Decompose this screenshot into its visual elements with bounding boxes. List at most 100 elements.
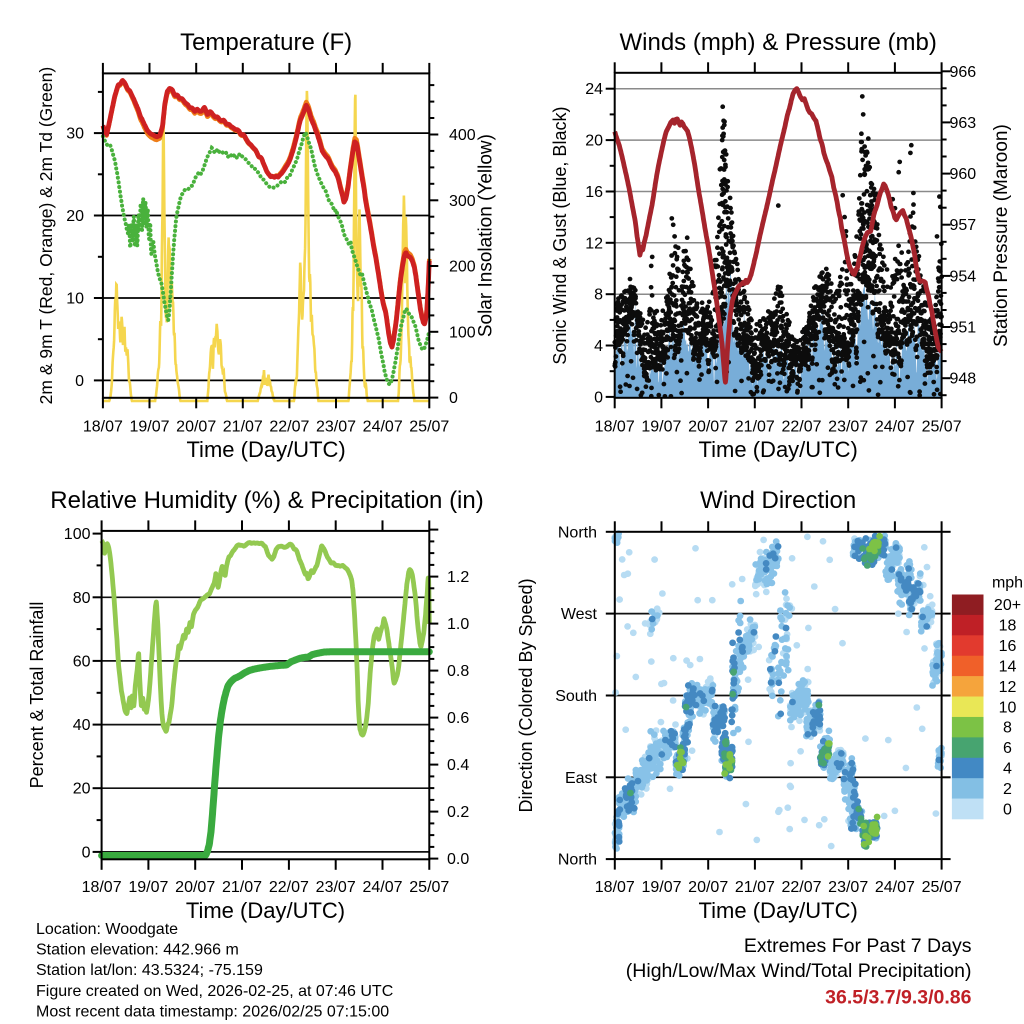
svg-text:19/07: 19/07 [641, 879, 681, 896]
svg-text:8: 8 [594, 287, 603, 304]
svg-text:18: 18 [999, 618, 1017, 635]
svg-text:16: 16 [585, 184, 603, 201]
svg-text:Figure created on Wed, 2026-02: Figure created on Wed, 2026-02-25, at 07… [36, 983, 393, 1000]
svg-text:Solar Insolation (Yellow): Solar Insolation (Yellow) [476, 134, 497, 337]
svg-text:0.0: 0.0 [447, 851, 469, 868]
svg-text:25/07: 25/07 [409, 419, 449, 436]
svg-text:6: 6 [1003, 740, 1012, 757]
svg-text:20+: 20+ [994, 597, 1021, 614]
svg-text:Time (Day/UTC): Time (Day/UTC) [699, 437, 858, 462]
svg-text:Sonic Wind & Gust (Blue, Black: Sonic Wind & Gust (Blue, Black) [550, 107, 570, 365]
svg-text:0: 0 [82, 844, 91, 861]
svg-text:23/07: 23/07 [316, 419, 356, 436]
svg-text:100: 100 [449, 324, 476, 341]
svg-text:0: 0 [75, 373, 84, 390]
svg-text:22/07: 22/07 [781, 879, 821, 896]
svg-text:23/07: 23/07 [828, 419, 868, 436]
svg-text:North: North [558, 852, 597, 869]
svg-text:21/07: 21/07 [222, 879, 262, 896]
svg-text:Direction (Colored By Speed): Direction (Colored By Speed) [516, 578, 536, 812]
svg-text:25/07: 25/07 [409, 879, 449, 896]
svg-text:1.0: 1.0 [447, 616, 469, 633]
svg-text:mph: mph [992, 575, 1023, 592]
svg-text:954: 954 [950, 268, 977, 285]
svg-text:24/07: 24/07 [363, 419, 403, 436]
svg-text:0.4: 0.4 [447, 757, 469, 774]
svg-text:200: 200 [449, 259, 476, 276]
svg-text:4: 4 [1003, 761, 1012, 778]
svg-text:Relative Humidity (%) & Precip: Relative Humidity (%) & Precipitation (i… [50, 487, 483, 514]
svg-text:20/07: 20/07 [175, 879, 215, 896]
svg-text:Percent & Total Rainfall: Percent & Total Rainfall [27, 602, 47, 789]
svg-text:West: West [561, 606, 598, 623]
svg-text:Temperature (F): Temperature (F) [180, 29, 352, 56]
svg-text:19/07: 19/07 [129, 419, 169, 436]
svg-text:300: 300 [449, 193, 476, 210]
svg-text:24/07: 24/07 [875, 879, 915, 896]
svg-text:East: East [565, 770, 598, 787]
svg-text:948: 948 [950, 371, 977, 388]
svg-text:14: 14 [999, 658, 1017, 675]
svg-text:Wind Direction: Wind Direction [700, 487, 856, 514]
svg-text:100: 100 [64, 526, 91, 543]
svg-text:18/07: 18/07 [83, 419, 123, 436]
svg-text:19/07: 19/07 [128, 879, 168, 896]
svg-text:23/07: 23/07 [316, 879, 356, 896]
svg-text:Time (Day/UTC): Time (Day/UTC) [699, 898, 858, 923]
svg-text:Station elevation: 442.966 m: Station elevation: 442.966 m [36, 942, 239, 959]
svg-text:80: 80 [73, 590, 91, 607]
svg-text:0: 0 [449, 390, 458, 407]
svg-text:16: 16 [999, 638, 1017, 655]
svg-text:Most recent data timestamp: 20: Most recent data timestamp: 2026/02/25 0… [36, 1003, 389, 1020]
svg-text:0.2: 0.2 [447, 804, 469, 821]
svg-text:20: 20 [66, 208, 84, 225]
svg-text:Time (Day/UTC): Time (Day/UTC) [186, 898, 345, 923]
svg-text:2m & 9m T (Red, Orange) & 2m T: 2m & 9m T (Red, Orange) & 2m Td (Green) [36, 67, 56, 404]
svg-text:South: South [555, 688, 597, 705]
svg-text:20/07: 20/07 [688, 419, 728, 436]
svg-text:Station lat/lon: 43.5324; -75.: Station lat/lon: 43.5324; -75.159 [36, 962, 263, 979]
svg-text:22/07: 22/07 [781, 419, 821, 436]
svg-text:22/07: 22/07 [269, 879, 309, 896]
svg-text:21/07: 21/07 [223, 419, 263, 436]
svg-text:60: 60 [73, 653, 91, 670]
svg-text:25/07: 25/07 [922, 419, 962, 436]
svg-text:36.5/3.7/9.3/0.86: 36.5/3.7/9.3/0.86 [825, 987, 972, 1009]
svg-text:0: 0 [1003, 801, 1012, 818]
svg-text:19/07: 19/07 [641, 419, 681, 436]
svg-text:957: 957 [950, 217, 977, 234]
svg-text:Location: Woodgate: Location: Woodgate [36, 921, 178, 938]
svg-text:8: 8 [1003, 720, 1012, 737]
svg-text:20: 20 [585, 133, 603, 150]
svg-text:963: 963 [950, 115, 977, 132]
svg-text:25/07: 25/07 [922, 879, 962, 896]
svg-text:951: 951 [950, 320, 977, 337]
svg-text:(High/Low/Max Wind/Total Preci: (High/Low/Max Wind/Total Precipitation) [626, 960, 972, 982]
svg-text:2: 2 [1003, 781, 1012, 798]
svg-text:21/07: 21/07 [735, 419, 775, 436]
svg-text:20/07: 20/07 [688, 879, 728, 896]
svg-text:40: 40 [73, 717, 91, 734]
svg-text:18/07: 18/07 [595, 419, 635, 436]
svg-text:12: 12 [999, 679, 1017, 696]
svg-text:0: 0 [594, 389, 603, 406]
svg-text:22/07: 22/07 [269, 419, 309, 436]
svg-text:24: 24 [585, 81, 603, 98]
svg-text:Winds (mph) & Pressure (mb): Winds (mph) & Pressure (mb) [620, 29, 937, 56]
svg-text:20: 20 [73, 781, 91, 798]
svg-text:24/07: 24/07 [875, 419, 915, 436]
svg-text:400: 400 [449, 127, 476, 144]
svg-text:10: 10 [999, 699, 1017, 716]
svg-text:18/07: 18/07 [595, 879, 635, 896]
svg-text:960: 960 [950, 166, 977, 183]
svg-text:24/07: 24/07 [362, 879, 402, 896]
svg-text:23/07: 23/07 [828, 879, 868, 896]
svg-text:12: 12 [585, 235, 603, 252]
svg-text:20/07: 20/07 [176, 419, 216, 436]
svg-text:18/07: 18/07 [82, 879, 122, 896]
svg-text:966: 966 [950, 64, 977, 81]
svg-text:10: 10 [66, 291, 84, 308]
svg-text:North: North [558, 524, 597, 541]
svg-text:1.2: 1.2 [447, 569, 469, 586]
svg-text:Station Pressure (Maroon): Station Pressure (Maroon) [991, 124, 1012, 347]
